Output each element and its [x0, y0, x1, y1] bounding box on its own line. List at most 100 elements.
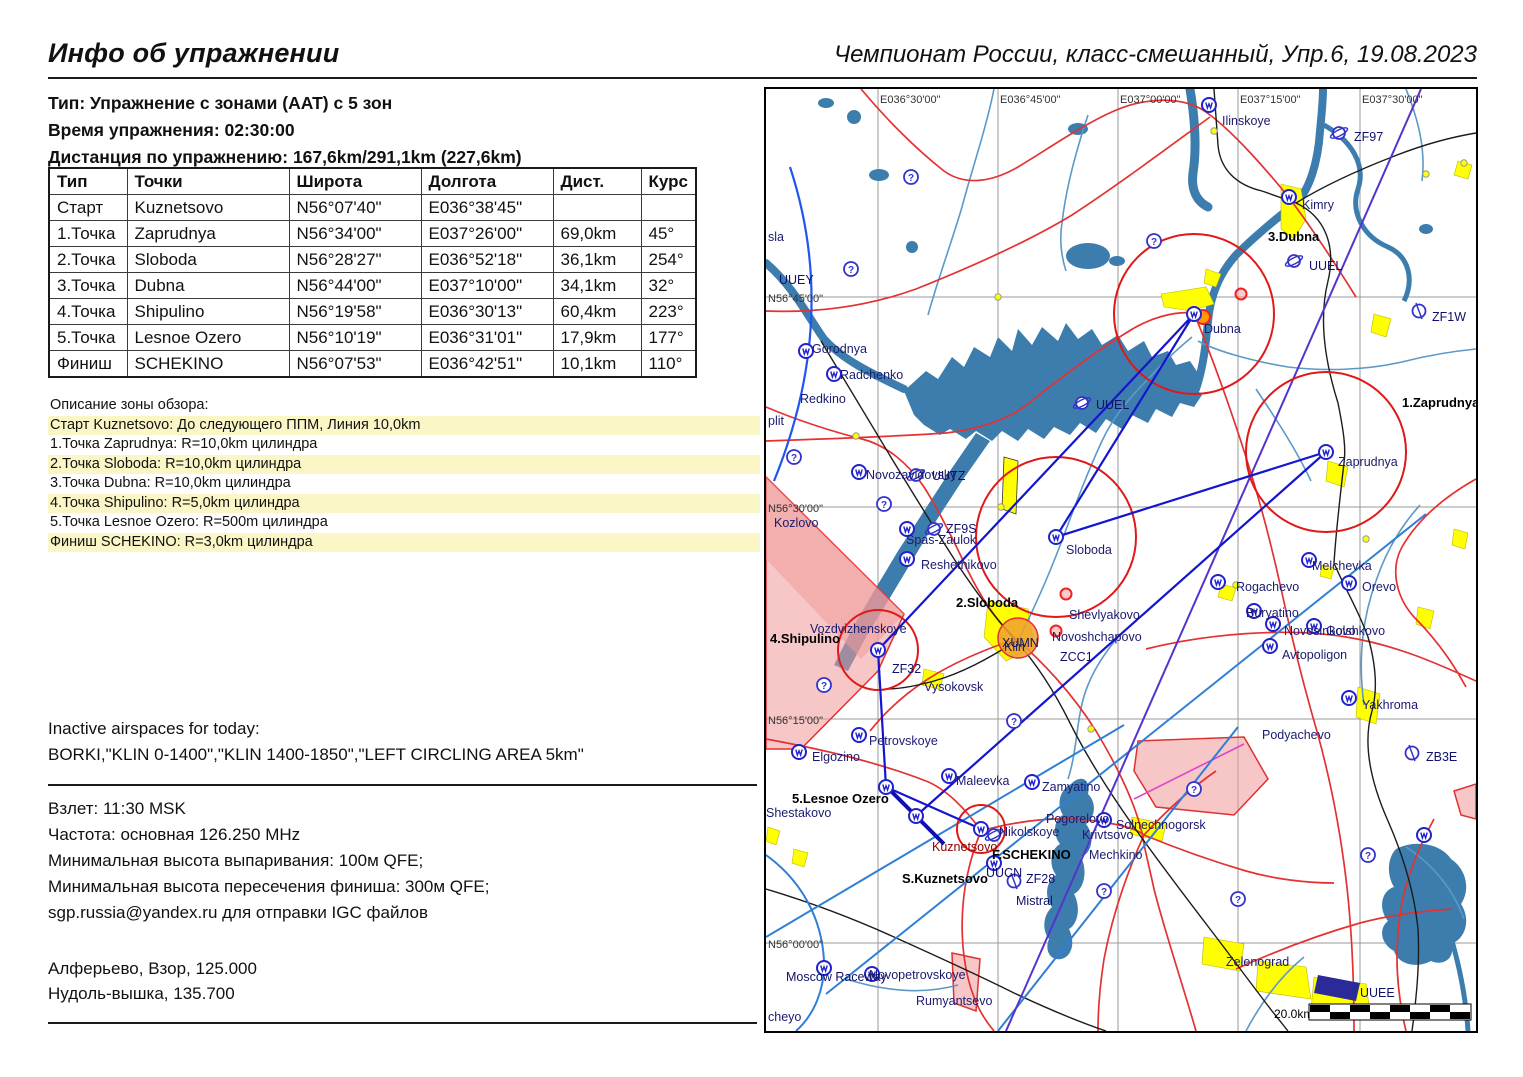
scale-bar-cell: [1350, 1005, 1370, 1012]
rivers-layer: [845, 88, 1477, 1032]
map-label: Mechkino: [1089, 848, 1143, 862]
header-rule: [48, 77, 1477, 79]
red-dot: [1234, 287, 1248, 301]
table-cell: N56°07'53": [288, 350, 422, 378]
table-cell: N56°28'27": [288, 246, 422, 273]
map-label: plit: [768, 414, 785, 428]
outlanding-icon: [1411, 302, 1427, 320]
map-label: UUEL: [1096, 398, 1129, 412]
zone-line: Старт Kuznetsovo: До следующего ППМ, Лин…: [48, 415, 760, 435]
briefing-line: Минимальная высота пересечения финиша: 3…: [48, 877, 490, 896]
table-row: Старт Kuznetsovo N56°07'40" E036°38'45": [48, 194, 697, 221]
waypoint-icon: [851, 464, 867, 480]
waypoint-icon: [1048, 529, 1064, 545]
zone-line: 5.Точка Lesnoe Ozero: R=500m цилиндра: [50, 514, 328, 530]
scale-bar-cell: [1330, 1005, 1350, 1012]
map-label: Podyachevo: [1262, 728, 1331, 742]
map-label: Buryatino: [1246, 606, 1299, 620]
yellow-dot: [1460, 159, 1468, 167]
inactive-airspaces-list: BORKI,"KLIN 0-1400","KLIN 1400-1850","LE…: [48, 745, 584, 764]
turnpoint-label: 4.Shipulino: [770, 631, 840, 646]
waypoint-icon: [1024, 774, 1040, 790]
briefing-line: sgp.russia@yandex.ru для отправки IGC фа…: [48, 903, 429, 922]
coordinate-label: N56°30'00": [768, 503, 823, 515]
table-cell: E036°31'01": [420, 324, 554, 351]
map-label: ZCC1: [1060, 650, 1093, 664]
map-label: Golshkovo: [1326, 624, 1385, 638]
table-cell: Sloboda: [126, 246, 290, 273]
waypoint-icon: [1201, 97, 1217, 113]
yellow-dot: [994, 293, 1002, 301]
table-cell: 45°: [640, 220, 697, 247]
observation-zone-circle: [1245, 371, 1407, 533]
table-cell: [640, 194, 697, 221]
table-cell: E036°52'18": [420, 246, 554, 273]
table-cell: E037°26'00": [420, 220, 554, 247]
scale-bar: [1308, 1003, 1472, 1021]
waypoint-icon: [941, 768, 957, 784]
coordinate-label: N56°45'00": [768, 293, 823, 305]
observation-zone-circle: [975, 456, 1137, 618]
competition-subtitle: Чемпионат России, класс-смешанный, Упр.6…: [833, 41, 1477, 68]
turnpoint-label: F.SCHEKINO: [992, 847, 1071, 862]
coordinate-label: N56°15'00": [768, 715, 823, 727]
klin-airspace-blob: [997, 617, 1039, 659]
table-cell: 10,1km: [552, 350, 642, 378]
coordinate-label: N56°00'00": [768, 939, 823, 951]
unknown-field-icon: [903, 169, 919, 185]
scale-bar-cell: [1330, 1012, 1350, 1019]
map-label: ZF97: [1354, 130, 1383, 144]
waypoint-icon: [1341, 575, 1357, 591]
map-label: UUTZ: [932, 469, 966, 483]
table-cell: 223°: [640, 298, 697, 325]
map-label: Solnechnogorsk: [1116, 818, 1206, 832]
table-cell: Zaprudnya: [126, 220, 290, 247]
map-label: Redkino: [800, 392, 846, 406]
zone-line: Финиш SCHEKINO: R=3,0km цилиндра: [48, 532, 760, 552]
table-cell: Lesnoe Ozero: [126, 324, 290, 351]
column-header: Дист.: [552, 167, 642, 195]
unknown-field-icon: [843, 261, 859, 277]
map-label: Rogachevo: [1236, 580, 1299, 594]
table-cell: E036°30'13": [420, 298, 554, 325]
column-header: Точки: [126, 167, 290, 195]
table-cell: Shipulino: [126, 298, 290, 325]
table-cell: N56°19'58": [288, 298, 422, 325]
grid-layer: [766, 89, 1476, 1031]
map-label: 20.0km: [1274, 1007, 1313, 1021]
scale-bar-cell: [1350, 1012, 1370, 1019]
waypoint-table-body: Старт Kuznetsovo N56°07'40" E036°38'45" 1.То…: [48, 194, 697, 378]
table-cell: SCHEKINO: [126, 350, 290, 378]
map-label: Novoshchapovo: [1052, 630, 1142, 644]
table-cell: Финиш: [48, 350, 128, 378]
map-label: Pogorelovo: [1046, 812, 1109, 826]
map-label: Kimry: [1302, 198, 1335, 212]
map-label: Rumyantsevo: [916, 994, 992, 1008]
scale-bar-cell: [1390, 1012, 1410, 1019]
reservoir-bottom-right: [1382, 843, 1467, 965]
waypoint-icon: [870, 642, 886, 658]
yellow-dot: [997, 503, 1005, 511]
waypoint-icon: [826, 366, 842, 382]
map-label: Novosinkovo: [1284, 624, 1356, 638]
table-cell: 254°: [640, 246, 697, 273]
unknown-field-icon: [1096, 883, 1112, 899]
map-labels: E036°30'00" E036°45'00" E037°00'00" E037°15…: [766, 94, 1480, 1024]
map-label: Kuznetsovo: [932, 840, 997, 854]
yellow-dot: [1422, 170, 1430, 178]
briefing-line: Взлет: 11:30 MSK: [48, 799, 186, 818]
map-label: Reshetnikovo: [921, 558, 997, 572]
waypoint-table: Тип Точки Широта Долгота Дист. Курс Старт Kuzn…: [48, 167, 697, 378]
task-distance: Дистанция по упражнению: 167,6km/291,1km…: [48, 147, 522, 167]
map-label: Novopetrovskoye: [869, 968, 966, 982]
table-cell: 177°: [640, 324, 697, 351]
zone-descriptions: Описание зоны обзора: Старт Kuznetsovo: …: [48, 396, 760, 552]
scale-bar-cell: [1370, 1005, 1390, 1012]
observation-zone-circle: [1113, 233, 1275, 395]
map-label: Moscow Raceway: [786, 970, 887, 984]
map-label: XUMN: [1002, 636, 1039, 650]
waypoint-icon: [899, 551, 915, 567]
page-title: Инфо об упражнении: [48, 38, 340, 68]
turnpoint-label: 3.Dubna: [1268, 229, 1320, 244]
map-label: Novozavidovsky: [866, 468, 957, 482]
